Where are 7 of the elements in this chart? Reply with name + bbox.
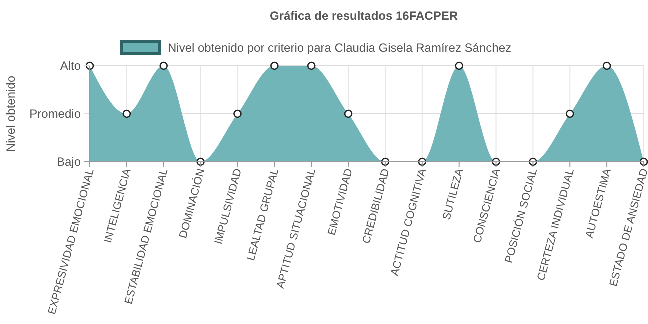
ref-line-label: Alto bbox=[60, 59, 82, 73]
y-axis-title: Nivel obtenido bbox=[4, 76, 18, 152]
x-tick-label: LEALTAD GRUPAL bbox=[245, 168, 282, 262]
text: Bajo bbox=[56, 155, 82, 169]
ref-line-label: Promedio bbox=[30, 107, 82, 121]
series-label: Nivel obtenido por criterio para Claudia Gisela Ramírez Sánchez bbox=[168, 41, 512, 55]
chart-title: Gráfica de resultados 16FACPER bbox=[270, 9, 458, 23]
